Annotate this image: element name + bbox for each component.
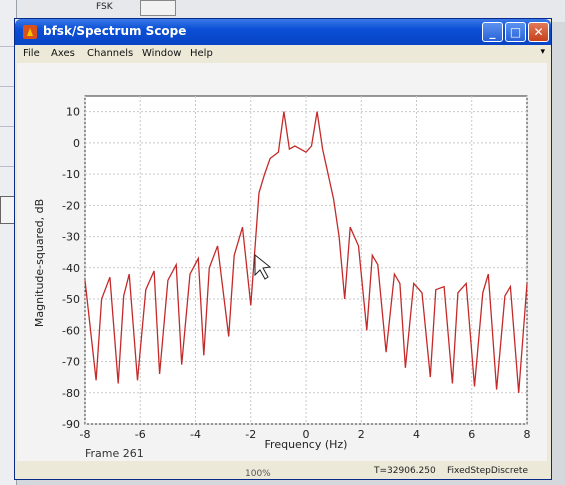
x-tick-label: 6 [468, 428, 475, 441]
y-tick-label: -20 [62, 199, 80, 212]
menu-channels[interactable]: Channels [87, 48, 134, 59]
x-tick-label: -2 [245, 428, 256, 441]
x-tick-label: -8 [80, 428, 91, 441]
menu-axes[interactable]: Axes [51, 48, 75, 59]
y-tick-label: -30 [62, 231, 80, 244]
x-tick-label: 2 [358, 428, 365, 441]
y-tick-label: -60 [62, 324, 80, 337]
solver-name: FixedStepDiscrete [447, 466, 528, 476]
y-tick-labels: 10 0 -10 -20 -30 -40 -50 -60 -70 -80 -90 [62, 106, 80, 431]
y-tick-label: -80 [62, 387, 80, 400]
zoom-level: 100% [245, 469, 271, 479]
y-tick-label: 0 [73, 137, 80, 150]
menu-file[interactable]: File [23, 48, 40, 59]
y-axis-label: Magnitude-squared, dB [33, 199, 46, 327]
title-bar[interactable]: bfsk/Spectrum Scope _ □ ✕ [15, 19, 551, 45]
status-bar: 100% T=32906.250 FixedStepDiscrete [17, 461, 547, 479]
background-cell [0, 60, 16, 87]
y-tick-label: -90 [62, 418, 80, 431]
background-cell [0, 140, 16, 167]
x-tick-labels: -8 -6 -4 -2 0 2 4 6 8 [80, 428, 531, 441]
scope-window: bfsk/Spectrum Scope _ □ ✕ File Axes Chan… [14, 18, 552, 480]
spectrum-chart: 100-10-20-30-40-50-60-70-80-90 -8 -6 -4 -2 0… [33, 95, 531, 460]
x-tick-label: 8 [524, 428, 531, 441]
y-tick-label: -70 [62, 356, 80, 369]
simulation-time: T=32906.250 [374, 466, 436, 476]
x-tick-label: 0 [303, 428, 310, 441]
grid [84, 96, 528, 425]
frame-counter: Frame 261 [85, 447, 144, 460]
x-tick-label: 4 [413, 428, 420, 441]
background-cell [0, 100, 16, 127]
minimize-button[interactable]: _ [482, 22, 503, 42]
background-block[interactable] [140, 0, 176, 16]
y-tick-label: -40 [62, 262, 80, 275]
matlab-icon [23, 25, 37, 39]
y-tick-label: -10 [62, 168, 80, 181]
close-button[interactable]: ✕ [528, 22, 549, 42]
menu-arrow-icon[interactable]: ▾ [540, 47, 545, 57]
x-axis-label: Frequency (Hz) [265, 438, 348, 451]
menu-help[interactable]: Help [190, 48, 213, 59]
x-tick-label: -4 [190, 428, 201, 441]
window-title: bfsk/Spectrum Scope [43, 24, 187, 38]
mouse-pointer-icon [254, 253, 272, 280]
menu-bar: File Axes Channels Window Help ▾ [15, 45, 551, 63]
maximize-button[interactable]: □ [505, 22, 526, 42]
spectrum-trace [84, 111, 528, 393]
y-tick-label: 10 [66, 106, 80, 119]
background-cell [0, 20, 16, 47]
plot-area: 10 0 -10 -20 -30 -40 -50 -60 -70 -80 -90 -8 -6 -4 -2 0… [17, 63, 547, 461]
background-fsk-label: FSK [96, 2, 113, 12]
x-tick-label: -6 [135, 428, 146, 441]
y-tick-label: -50 [62, 293, 80, 306]
menu-window[interactable]: Window [142, 48, 182, 59]
